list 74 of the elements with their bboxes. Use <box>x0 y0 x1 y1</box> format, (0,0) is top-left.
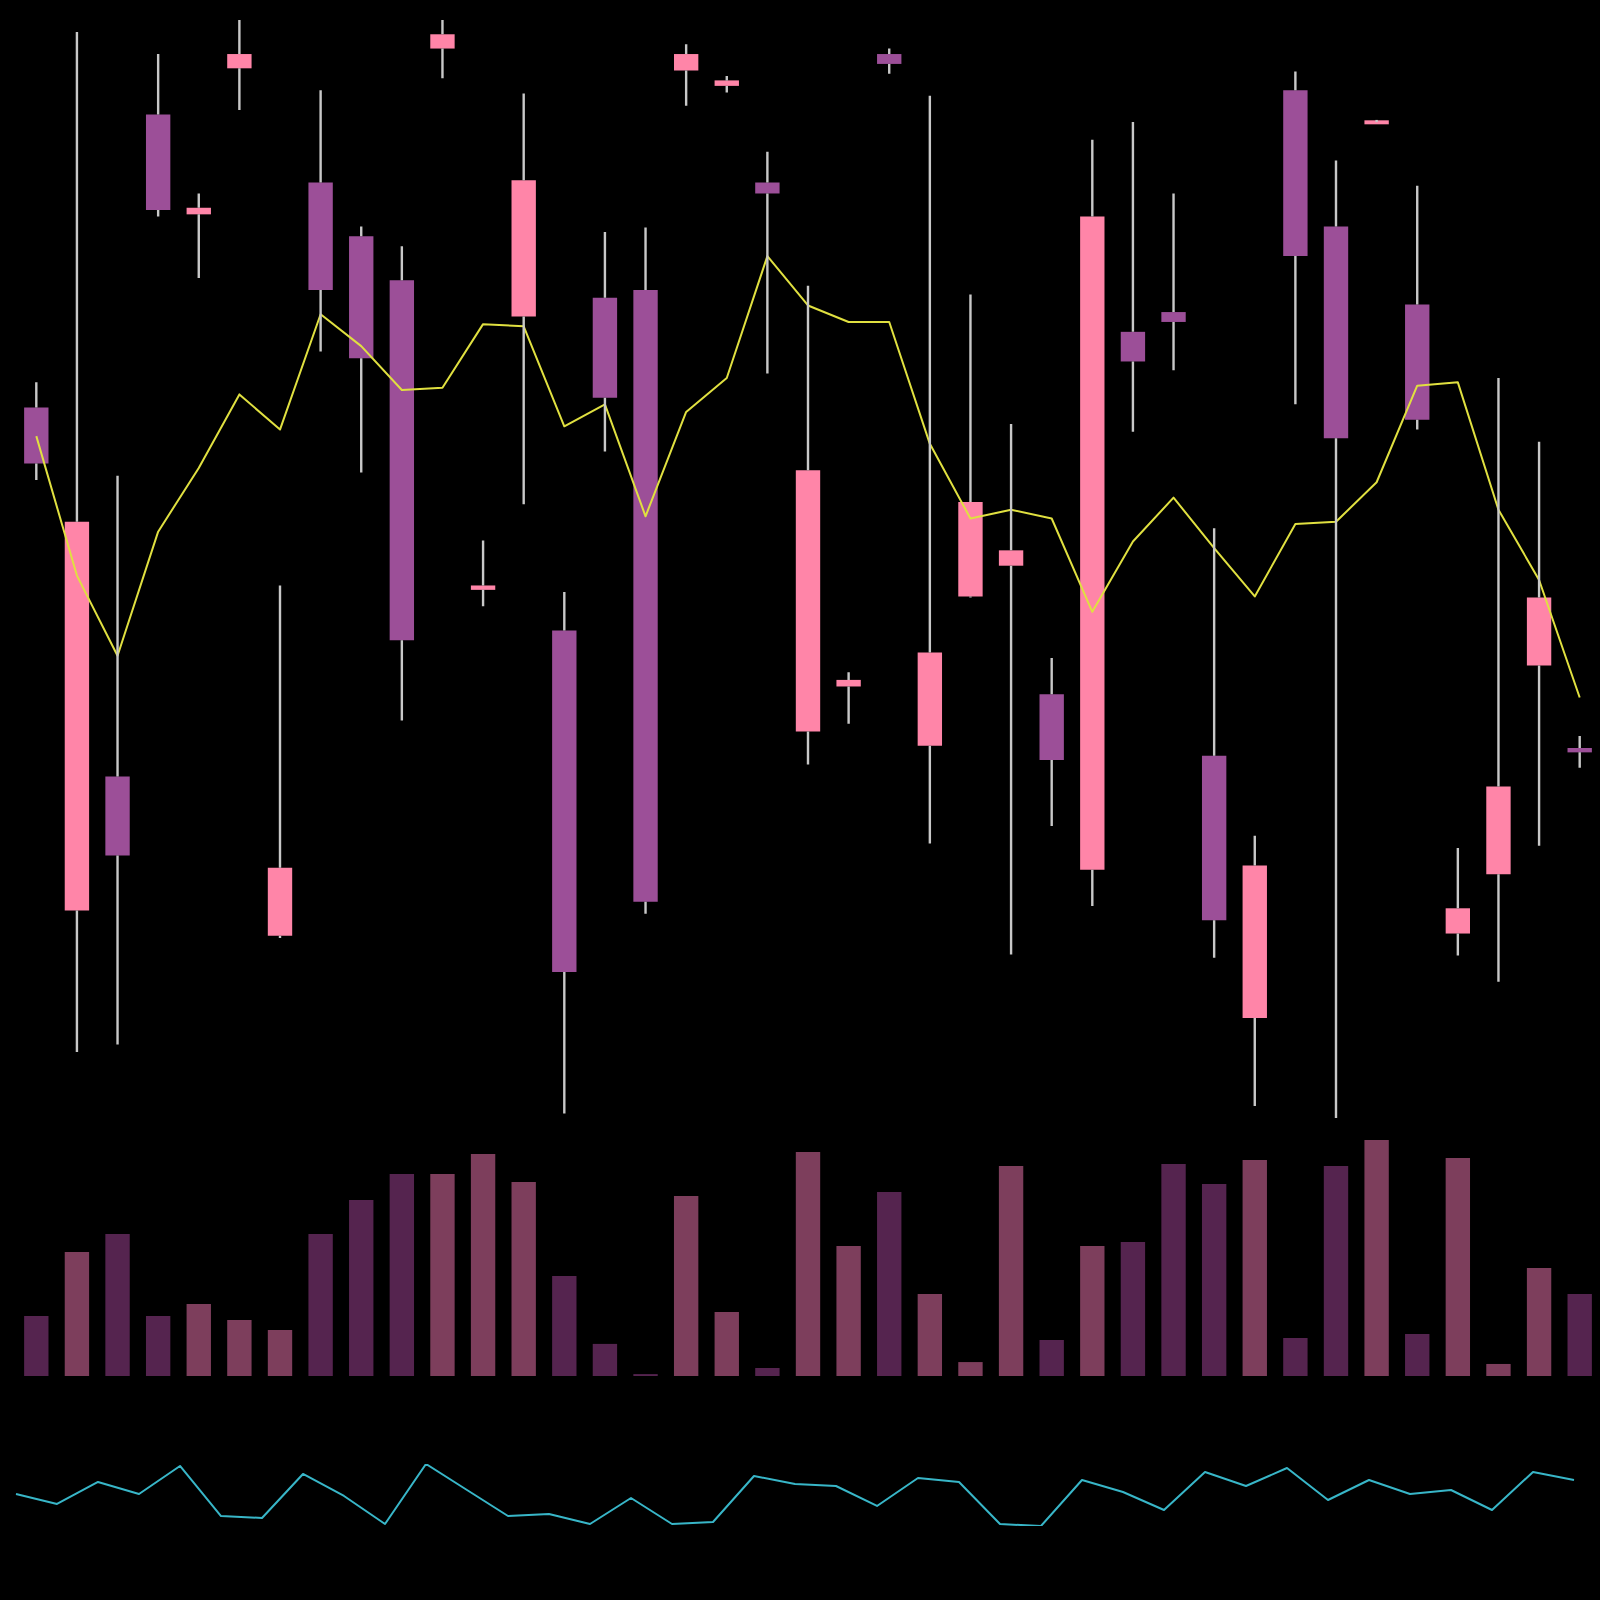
candlestick <box>1039 656 1064 828</box>
candlestick <box>145 52 171 218</box>
candlestick <box>308 89 333 353</box>
candlestick <box>1486 376 1511 984</box>
candlestick <box>1526 440 1552 847</box>
bar <box>24 1316 49 1376</box>
bar <box>186 1304 211 1376</box>
candlestick <box>836 671 861 726</box>
candlestick <box>755 150 780 375</box>
bar <box>1405 1333 1430 1376</box>
bar <box>267 1329 293 1376</box>
candlestick <box>1323 159 1349 1120</box>
bar <box>917 1294 943 1376</box>
candlestick <box>430 18 455 80</box>
bar <box>1486 1363 1511 1376</box>
bar <box>1323 1165 1349 1376</box>
candlestick <box>389 244 415 722</box>
bar <box>1242 1160 1267 1376</box>
bar <box>673 1195 699 1376</box>
candlestick <box>267 584 293 940</box>
bar <box>1039 1339 1064 1376</box>
candlestick <box>998 422 1024 956</box>
bar <box>958 1362 983 1376</box>
bar <box>1080 1245 1105 1376</box>
candlestick <box>1201 527 1227 959</box>
bar <box>1567 1294 1592 1376</box>
candlestick <box>1283 70 1308 406</box>
bar <box>1201 1183 1227 1376</box>
bar <box>795 1152 821 1376</box>
bar <box>1364 1140 1389 1376</box>
bar <box>511 1182 536 1376</box>
bar <box>552 1275 577 1376</box>
bar <box>1161 1164 1186 1376</box>
candlestick <box>795 284 821 766</box>
candlestick <box>64 30 90 1054</box>
candlestick <box>958 293 983 597</box>
candlestick <box>1445 846 1471 957</box>
candlestick <box>470 539 496 608</box>
bar <box>592 1343 618 1376</box>
bar <box>430 1173 455 1376</box>
bar <box>714 1312 739 1376</box>
candlestick <box>633 226 658 915</box>
candlestick <box>1242 834 1267 1108</box>
candlestick <box>1080 138 1105 908</box>
candlestick <box>1161 192 1186 372</box>
bar <box>64 1252 90 1376</box>
candlestick <box>917 94 943 845</box>
candlestick <box>673 42 699 107</box>
bar <box>836 1245 861 1376</box>
bar <box>470 1153 496 1376</box>
candlestick <box>24 381 49 482</box>
bar <box>755 1367 780 1376</box>
candlestick <box>592 230 618 453</box>
candlestick <box>227 18 252 112</box>
bar <box>1120 1241 1146 1376</box>
bar <box>389 1173 415 1376</box>
candlestick <box>349 225 374 474</box>
bar <box>1526 1267 1552 1376</box>
bar <box>227 1320 252 1376</box>
candlestick <box>1120 120 1146 433</box>
bar <box>308 1233 333 1376</box>
candlestick <box>1364 118 1389 125</box>
bar <box>1445 1157 1471 1376</box>
candlestick <box>1567 734 1592 769</box>
bar <box>1283 1338 1308 1376</box>
bar <box>145 1316 171 1376</box>
candlestick <box>552 590 577 1115</box>
bar <box>998 1165 1024 1376</box>
candlestick <box>105 474 130 1046</box>
bar <box>349 1199 374 1376</box>
bar <box>877 1191 902 1376</box>
candlestick <box>511 92 536 506</box>
bar <box>105 1233 130 1376</box>
candlestick <box>1405 184 1430 431</box>
